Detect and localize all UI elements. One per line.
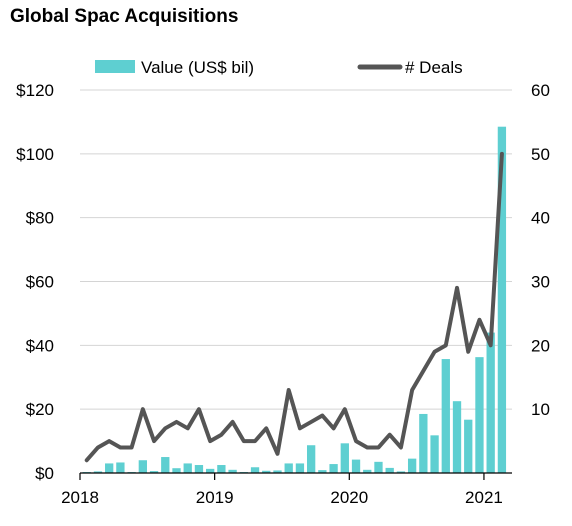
- bar-value: [206, 468, 215, 473]
- bar-value: [93, 471, 103, 473]
- bar-value: [441, 359, 450, 473]
- x-tick-label: 2021: [465, 488, 503, 507]
- bar-value: [105, 463, 114, 473]
- chart-title: Global Spac Acquisitions: [10, 6, 239, 27]
- legend-label-value: Value (US$ bil): [141, 58, 254, 77]
- bar-value: [396, 471, 406, 473]
- bar-value: [273, 470, 282, 473]
- bar-value: [295, 463, 305, 473]
- legend-label-deals: # Deals: [405, 58, 463, 77]
- legend-swatch-value: [95, 60, 135, 73]
- bar-value: [340, 443, 349, 473]
- bar-value: [407, 458, 417, 473]
- bar-value: [430, 435, 439, 473]
- bar-value: [138, 460, 147, 473]
- bar-value: [329, 464, 338, 473]
- line-layer: [84, 151, 504, 463]
- bar-value: [464, 419, 473, 473]
- bar-value: [262, 470, 271, 473]
- y-left-tick-label: $100: [16, 145, 54, 164]
- y-right-tick-label: 40: [531, 209, 550, 228]
- bar-value: [385, 467, 394, 473]
- x-tick-label: 2019: [196, 488, 234, 507]
- y-right-tick-label: 10: [531, 400, 550, 419]
- bar-value: [194, 465, 204, 473]
- bar-value: [363, 469, 372, 473]
- y-left-tick-label: $60: [26, 273, 54, 292]
- y-left-tick-label: $80: [26, 209, 54, 228]
- y-right-tick-label: 60: [531, 81, 550, 100]
- bar-value: [183, 463, 192, 473]
- bar-value: [497, 126, 507, 474]
- y-left-tick-label: $120: [16, 81, 54, 100]
- x-tick-label: 2018: [61, 488, 99, 507]
- bar-value: [351, 459, 361, 473]
- bar-value: [486, 332, 495, 473]
- legend-layer: Value (US$ bil) # Deals: [95, 58, 463, 77]
- bar-value: [172, 468, 181, 473]
- y-right-tick-label: 50: [531, 145, 550, 164]
- line-deals: [84, 151, 504, 463]
- bar-value: [250, 467, 260, 473]
- x-tick-label: 2020: [330, 488, 368, 507]
- bar-value: [452, 401, 462, 473]
- bar-value: [284, 463, 293, 473]
- bar-value: [318, 470, 327, 473]
- bar-value: [374, 461, 383, 473]
- y-right-tick-label: 20: [531, 336, 550, 355]
- bar-value: [306, 445, 316, 473]
- axis-layer: $0 $20 $40 $60 $80 $100 $120 10 20 30 40 50 60 2018 20…: [16, 81, 550, 507]
- y-left-tick-label: $20: [26, 400, 54, 419]
- bar-value: [116, 462, 125, 473]
- y-right-tick-label: 30: [531, 273, 550, 292]
- y-left-tick-label: $0: [35, 464, 54, 483]
- bar-value: [217, 465, 226, 473]
- bar-value: [149, 471, 159, 473]
- bar-value: [419, 413, 428, 473]
- y-left-tick-label: $40: [26, 336, 54, 355]
- bar-value: [475, 357, 484, 473]
- bar-value: [161, 457, 170, 473]
- bar-value: [228, 469, 237, 473]
